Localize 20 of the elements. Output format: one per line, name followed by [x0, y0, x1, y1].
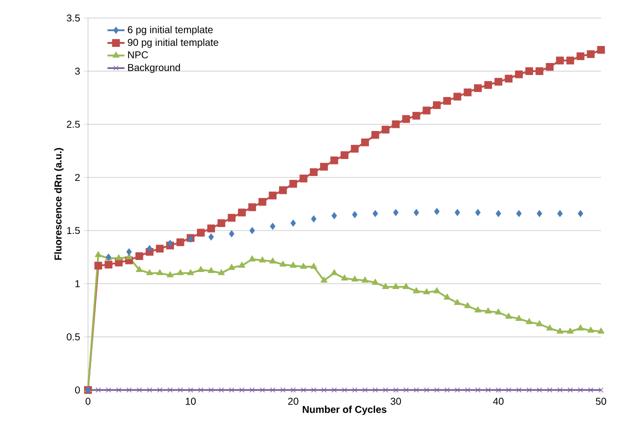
y-tick-label: 2.5 [66, 120, 80, 128]
legend-label: NPC [128, 51, 148, 58]
legend-label: 6 pg initial template [128, 26, 213, 36]
x-tick-label: 50 [596, 398, 606, 405]
y-tick-label: 0 [75, 386, 80, 394]
y-tick-label: 1 [75, 280, 80, 288]
legend-label: 90 pg initial template [128, 38, 218, 48]
x-tick-label: 40 [493, 398, 504, 405]
y-tick-label: 1.5 [67, 227, 80, 234]
x-tick-label: 30 [390, 398, 401, 405]
x-tick-label: 10 [186, 398, 196, 405]
x-tick-label: 20 [288, 398, 298, 405]
legend-label: Background [128, 64, 180, 74]
y-tick-label: 3 [75, 68, 80, 75]
y-tick-label: 2 [75, 174, 80, 181]
y-tick-label: 0.5 [66, 333, 80, 340]
x-axis-title: Number of Cycles [302, 406, 386, 415]
y-tick-label: 3.5 [66, 14, 80, 22]
x-tick-label: 0 [86, 398, 90, 405]
y-axis-title: Fluorescence dRn (a.u.) [54, 148, 64, 260]
